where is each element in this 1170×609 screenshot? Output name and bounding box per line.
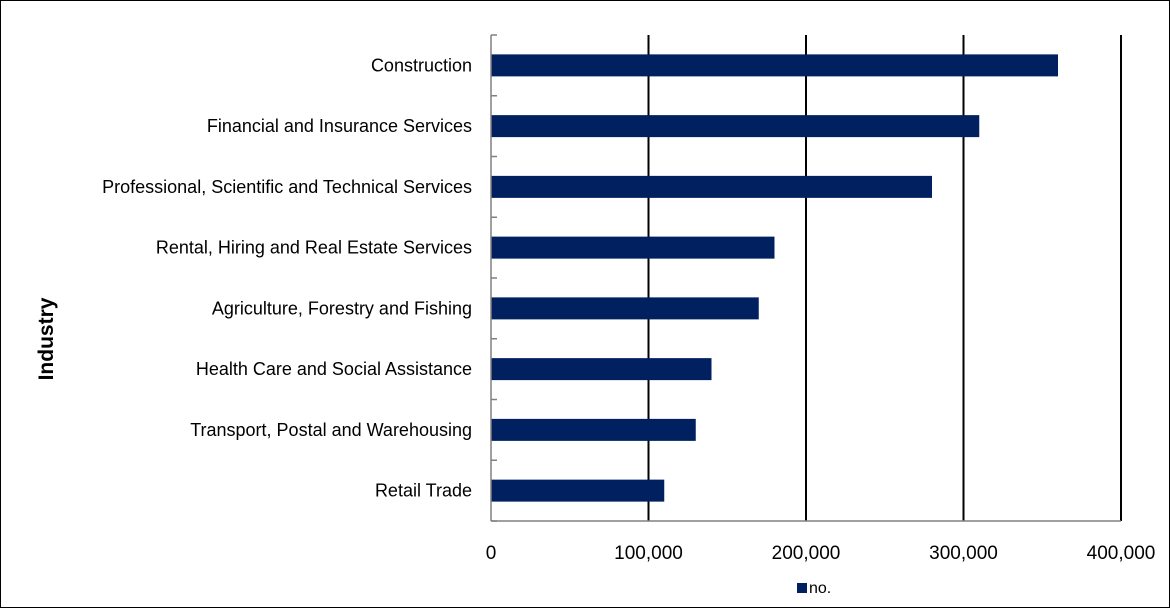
- x-tick-label: 100,000: [614, 543, 683, 564]
- x-tick-label: 400,000: [1087, 543, 1156, 564]
- bar: [491, 175, 932, 198]
- category-label: Transport, Postal and Warehousing: [190, 420, 472, 440]
- legend-label: no.: [809, 580, 831, 597]
- x-tick-label: 300,000: [929, 543, 998, 564]
- y-axis-title: Industry: [35, 297, 58, 380]
- category-label: Agriculture, Forestry and Fishing: [212, 298, 472, 318]
- axes: [490, 34, 1121, 522]
- bar: [491, 236, 775, 259]
- bar: [491, 418, 696, 441]
- category-label: Construction: [371, 55, 472, 75]
- category-labels: Construction Financial and Insurance Serv…: [102, 55, 472, 500]
- x-tick-label: 200,000: [772, 543, 841, 564]
- bar: [491, 479, 665, 502]
- x-tick-label: 0: [486, 543, 497, 564]
- legend-swatch: [797, 583, 807, 593]
- category-label: Health Care and Social Assistance: [196, 359, 472, 379]
- bars: [491, 54, 1058, 502]
- category-label: Rental, Hiring and Real Estate Services: [156, 238, 472, 258]
- bar: [491, 358, 712, 381]
- category-label: Retail Trade: [375, 481, 472, 501]
- category-label: Professional, Scientific and Technical S…: [102, 177, 472, 197]
- bar: [491, 54, 1058, 77]
- x-tick-labels: 0 100,000 200,000 300,000 400,000: [486, 543, 1156, 564]
- gridlines: [647, 35, 1122, 521]
- legend: no.: [797, 580, 831, 597]
- category-label: Financial and Insurance Services: [207, 116, 472, 136]
- bar: [491, 115, 980, 138]
- bar: [491, 297, 759, 320]
